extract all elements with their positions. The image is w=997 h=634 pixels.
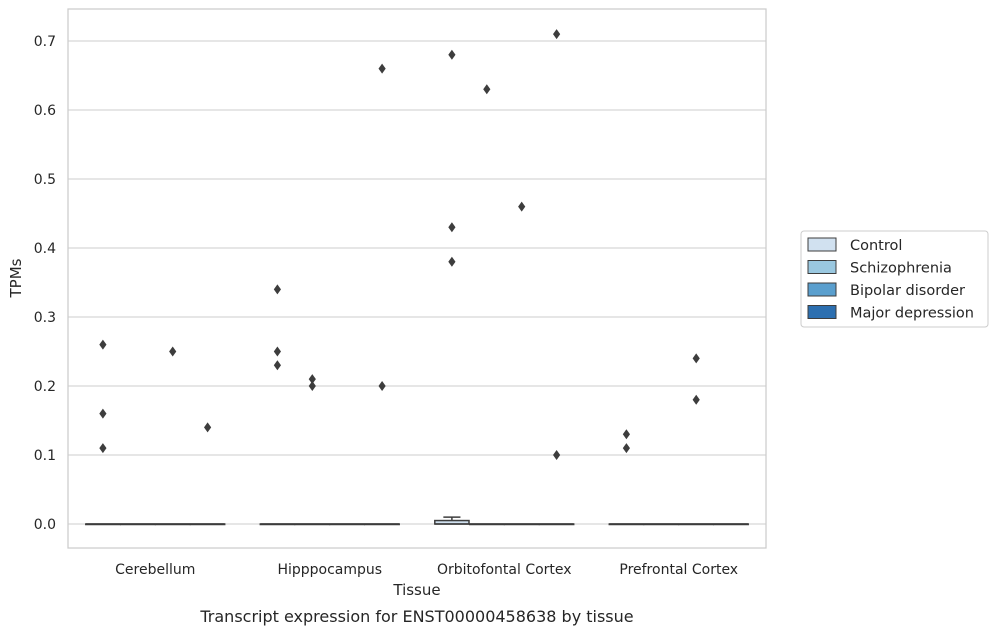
outlier-point bbox=[448, 222, 456, 233]
outlier-point bbox=[622, 429, 630, 440]
outlier-point bbox=[622, 443, 630, 454]
outlier-point bbox=[273, 360, 281, 371]
box-group bbox=[364, 63, 400, 526]
outlier-point bbox=[273, 284, 281, 295]
y-tick-label: 0.6 bbox=[34, 103, 56, 119]
legend-label: Bipolar disorder bbox=[850, 283, 965, 299]
outlier-point bbox=[448, 49, 456, 60]
box-group bbox=[329, 523, 366, 526]
outlier-point bbox=[308, 381, 316, 391]
legend: Control Schizophrenia Bipolar disorder Majo… bbox=[800, 230, 989, 328]
box-group bbox=[189, 422, 226, 526]
outlier-point bbox=[99, 408, 107, 419]
legend-swatch bbox=[807, 282, 837, 297]
y-tick-label: 0.5 bbox=[34, 172, 56, 188]
box-group bbox=[85, 339, 121, 526]
legend-frame bbox=[800, 230, 989, 328]
outlier-point bbox=[204, 422, 212, 433]
legend-label: Control bbox=[850, 238, 902, 254]
box-group bbox=[294, 374, 331, 526]
chart-caption: Transcript expression for ENST0000045863… bbox=[199, 607, 633, 626]
y-axis-label: TPMs bbox=[7, 258, 25, 298]
plot-frame bbox=[67, 8, 767, 549]
box-group bbox=[643, 523, 680, 526]
outlier-point bbox=[169, 346, 177, 357]
outlier-point bbox=[518, 201, 526, 212]
outlier-point bbox=[692, 394, 700, 405]
y-tick-labels: 0.0 0.1 0.2 0.3 0.4 0.5 0.6 0.7 bbox=[34, 34, 56, 533]
y-tick-label: 0.7 bbox=[34, 34, 56, 50]
y-tick-label: 0.1 bbox=[34, 448, 56, 464]
x-tick-label: Cerebellum bbox=[115, 562, 195, 578]
x-tick-label: Hipppocampus bbox=[277, 562, 382, 578]
legend-swatch bbox=[807, 237, 837, 252]
outlier-point bbox=[99, 339, 107, 350]
outlier-point bbox=[273, 346, 281, 357]
legend-swatch bbox=[807, 260, 837, 274]
box-group bbox=[678, 353, 715, 526]
y-tick-label: 0.4 bbox=[34, 241, 56, 257]
outlier-point bbox=[308, 374, 316, 385]
legend-label: Schizophrenia bbox=[850, 261, 952, 277]
legend-swatch bbox=[807, 305, 837, 319]
outlier-point bbox=[99, 443, 107, 454]
outlier-point bbox=[553, 29, 561, 40]
outlier-point bbox=[378, 63, 386, 74]
box-marks bbox=[85, 29, 749, 526]
outlier-point bbox=[553, 450, 561, 460]
box-group bbox=[119, 523, 156, 526]
outlier-point bbox=[378, 381, 386, 391]
x-tick-label: Prefrontal Cortex bbox=[619, 562, 738, 578]
x-tick-labels: Cerebellum Hipppocampus Orbitofontal Corte… bbox=[115, 562, 738, 578]
outlier-point bbox=[448, 256, 456, 267]
y-tick-label: 0.2 bbox=[34, 379, 56, 395]
outlier-point bbox=[483, 84, 491, 95]
x-tick-label: Orbitofontal Cortex bbox=[437, 562, 572, 578]
box-group bbox=[713, 523, 749, 526]
legend-label: Major depression bbox=[850, 306, 974, 322]
box-group bbox=[434, 49, 470, 525]
y-tick-label: 0.3 bbox=[34, 310, 56, 326]
x-axis-label: Tissue bbox=[392, 581, 440, 599]
box-group bbox=[538, 29, 575, 526]
y-tick-label: 0.0 bbox=[34, 517, 56, 533]
outlier-point bbox=[692, 353, 700, 364]
